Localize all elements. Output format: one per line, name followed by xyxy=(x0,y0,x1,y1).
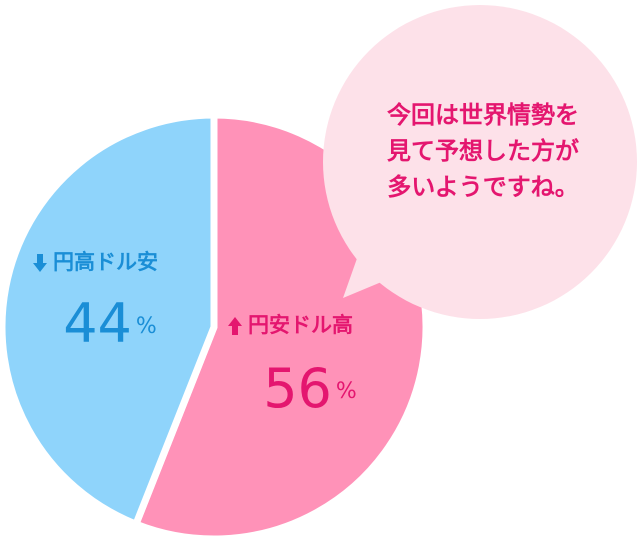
value-unit: % xyxy=(136,314,157,339)
value-label: 44% xyxy=(63,292,157,355)
value-label: 56% xyxy=(263,357,357,420)
value-unit: % xyxy=(336,379,357,404)
slice-label: 円高ドル安 xyxy=(53,250,158,274)
arrow-icon xyxy=(228,317,242,335)
bubble-text: 多いようですね。 xyxy=(387,173,579,201)
slice-label: 円安ドル高 xyxy=(248,313,353,337)
bubble-text: 今回は世界情勢を xyxy=(387,101,579,129)
arrow-icon xyxy=(33,254,47,272)
value-number: 44 xyxy=(63,292,132,355)
value-number: 56 xyxy=(263,357,332,420)
bubble-text: 見て予想した方が xyxy=(387,137,579,165)
speech-bubble xyxy=(323,5,637,319)
bubble xyxy=(323,5,637,319)
pie-slice xyxy=(0,111,218,529)
